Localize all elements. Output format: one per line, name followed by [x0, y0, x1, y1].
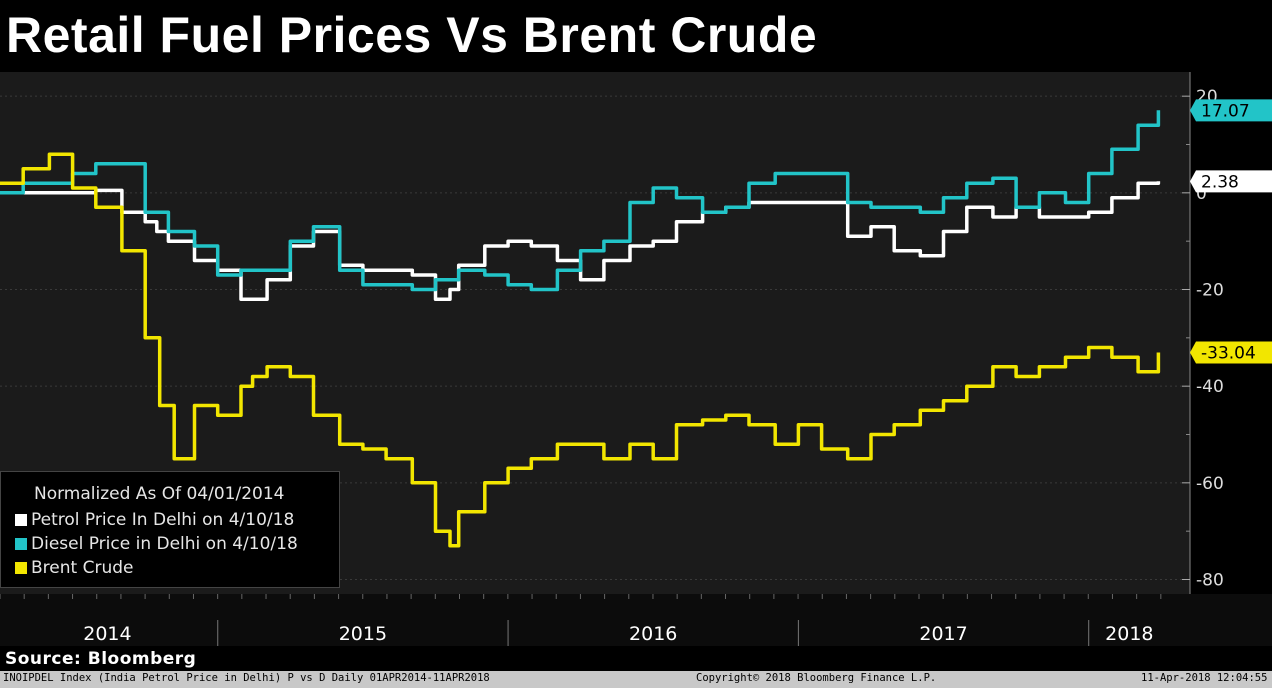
- y-tick-label: -40: [1196, 377, 1224, 397]
- x-tick-label: 2015: [339, 623, 387, 645]
- legend-swatch-petrol: [15, 514, 27, 526]
- y-tick-label: -80: [1196, 571, 1224, 591]
- last-value-tag-petrol: 2.38: [1190, 170, 1272, 193]
- x-tick-label: 2016: [629, 623, 677, 645]
- last-value-box-diesel: [1190, 99, 1272, 122]
- y-tick-label: -60: [1196, 474, 1224, 494]
- last-value-tag-brent: -33.04: [1190, 341, 1272, 364]
- footer-timestamp: 11-Apr-2018 12:04:55: [1141, 672, 1268, 684]
- x-tick-label: 2014: [83, 623, 131, 645]
- last-value-label-petrol: 2.38: [1201, 172, 1239, 192]
- series-line-diesel: [0, 110, 1161, 292]
- legend: Normalized As Of 04/01/2014 Petrol Price…: [0, 471, 340, 588]
- legend-label-brent: Brent Crude: [31, 558, 134, 578]
- last-value-label-brent: -33.04: [1201, 344, 1256, 364]
- legend-item-brent: Brent Crude: [15, 558, 133, 578]
- legend-item-diesel: Diesel Price in Delhi on 4/10/18: [15, 534, 298, 554]
- chart-title: Retail Fuel Prices Vs Brent Crude: [6, 7, 818, 63]
- y-tick-label: 0: [1196, 184, 1207, 204]
- x-tick-label: 2018: [1105, 623, 1153, 645]
- footer-copyright: Copyright© 2018 Bloomberg Finance L.P.: [696, 672, 937, 684]
- last-value-tag-diesel: 17.07: [1190, 99, 1272, 121]
- x-axis-band: 2014 2015 2016 2017 2018: [0, 594, 1272, 646]
- x-axis: 2014 2015 2016 2017 2018: [0, 594, 1162, 646]
- x-tick-label: 2017: [919, 623, 967, 645]
- legend-item-petrol: Petrol Price In Delhi on 4/10/18: [15, 510, 294, 530]
- series-line-brent: [0, 152, 1161, 548]
- y-tick-label: -20: [1196, 281, 1224, 301]
- last-value-label-diesel: 17.07: [1201, 101, 1250, 121]
- source-label: Source: Bloomberg: [5, 649, 197, 669]
- legend-swatch-brent: [15, 562, 27, 574]
- footer-bar: INOIPDEL Index (India Petrol Price in De…: [0, 671, 1272, 688]
- last-value-box-brent: [1190, 341, 1272, 364]
- legend-label-petrol: Petrol Price In Delhi on 4/10/18: [31, 510, 295, 530]
- legend-swatch-diesel: [15, 538, 27, 550]
- last-value-box-petrol: [1190, 170, 1272, 193]
- legend-label-diesel: Diesel Price in Delhi on 4/10/18: [31, 534, 298, 554]
- legend-title: Normalized As Of 04/01/2014: [34, 484, 285, 504]
- footer-index-info: INOIPDEL Index (India Petrol Price in De…: [3, 672, 490, 684]
- series-line-petrol: [0, 181, 1161, 301]
